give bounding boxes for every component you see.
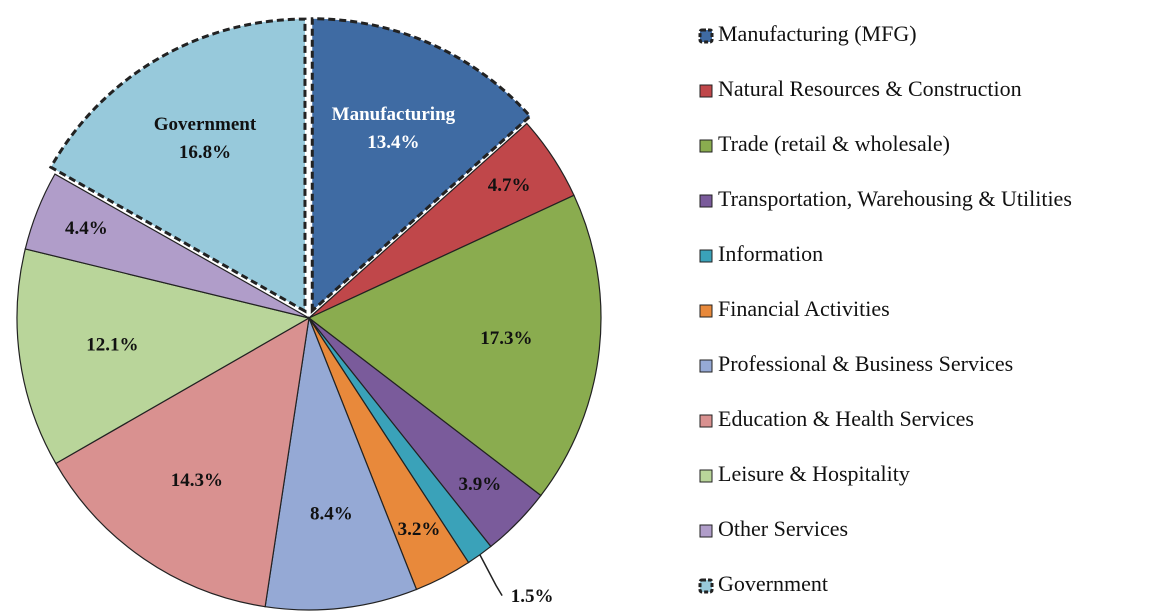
slice-name: Government [154,114,257,135]
legend-swatch [699,249,713,263]
legend-swatch [699,359,713,373]
legend-label: Other Services [718,516,848,541]
legend-label: Manufacturing (MFG) [718,21,917,46]
legend-swatch [699,414,713,428]
legend-label: Government [718,571,828,596]
slice-label: 17.3% [480,328,532,349]
slice-name: Manufacturing [332,104,456,125]
legend-swatch [698,28,714,44]
leader-line [479,554,503,596]
pie-slice [54,316,310,608]
legend-swatch [699,84,713,98]
pie-slice [307,194,602,497]
slice-label: 12.1% [86,334,138,355]
pie-slice [48,17,307,314]
pie-slice [310,17,533,315]
slice-label: 4.4% [65,218,108,239]
legend-label: Leisure & Hospitality [718,461,910,486]
legend-swatch [698,578,714,594]
legend-label: Professional & Business Services [718,351,1013,376]
legend-label: Education & Health Services [718,406,974,431]
legend-swatch [699,469,713,483]
legend-label: Trade (retail & wholesale) [718,131,950,156]
slice-label: 14.3% [171,470,223,491]
slice-label: 16.8% [179,142,231,163]
legend-label: Natural Resources & Construction [718,76,1022,101]
slice-label: 3.9% [459,474,502,495]
pie-slice [264,315,418,611]
legend-label: Information [718,241,823,266]
legend-swatch [699,304,713,318]
pie-slice [16,248,311,465]
legend-swatch [699,194,713,208]
slice-label: 4.7% [488,175,531,196]
legend-label: Financial Activities [718,296,890,321]
legend-swatch [699,524,713,538]
legend-label: Transportation, Warehousing & Utilities [718,186,1072,211]
pie-slice [24,173,310,319]
legend-swatch [699,139,713,153]
slice-label: 8.4% [310,504,353,525]
slice-label: 3.2% [398,519,441,540]
slice-label: 1.5% [511,586,554,607]
slice-label: 13.4% [367,132,419,153]
